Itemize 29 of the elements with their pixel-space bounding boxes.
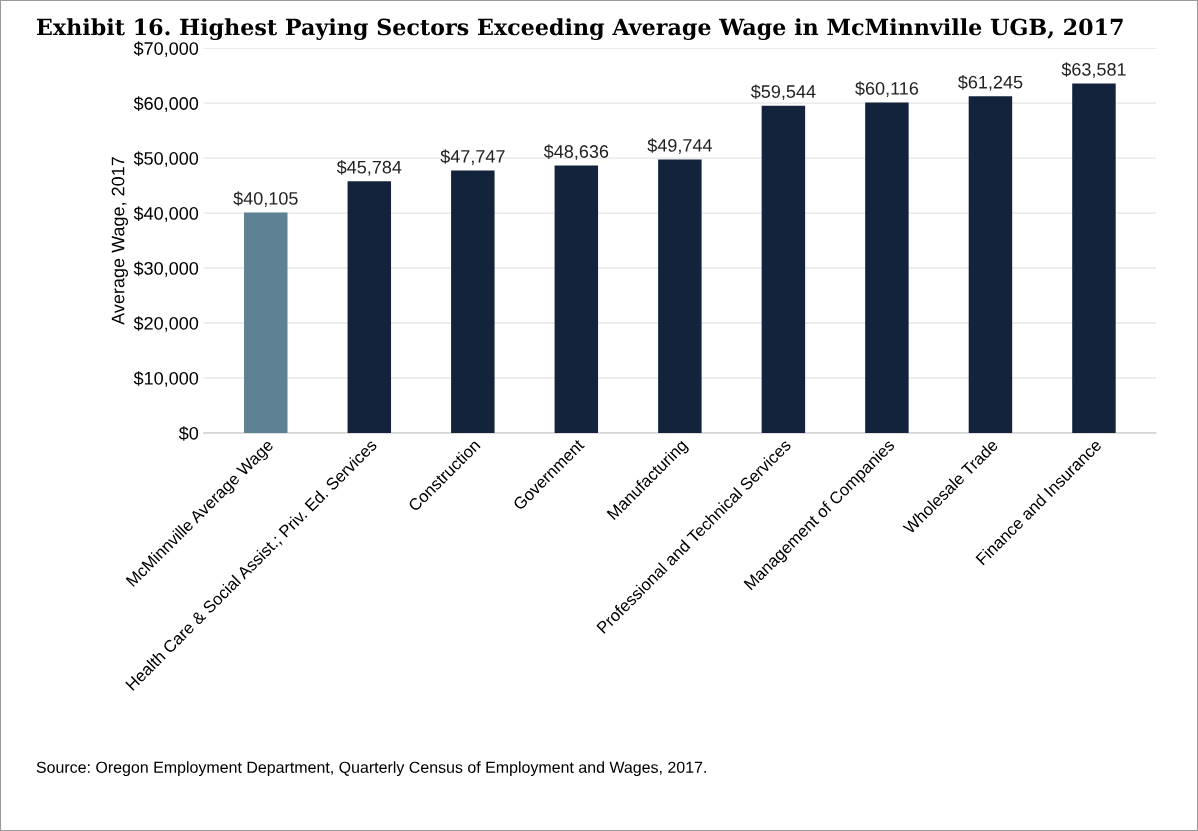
data-label: $40,105 [233,191,298,207]
y-tick-label: $50,000 [133,151,199,167]
chart-title: Exhibit 16. Highest Paying Sectors Exceeding Average Wage in McMinnville UGB, 2017 [36,18,1123,40]
y-tick-label: $30,000 [133,261,199,277]
y-tick-label: $0 [178,426,199,441]
bar [865,102,909,433]
data-label: $60,116 [855,81,919,97]
bar [968,96,1013,433]
bar [1072,83,1116,433]
bar [761,105,806,433]
source-note: Source: Oregon Employment Department, Quarterly Census of Employment and Wages, 2017. [36,761,706,777]
bar [554,165,599,433]
data-label: $63,581 [1061,62,1126,78]
bar [451,170,495,433]
y-axis-title: Average Wage, 2017 [111,157,128,325]
y-tick-label: $10,000 [133,371,199,387]
y-tick-label: $40,000 [133,206,199,222]
data-label: $47,747 [440,149,505,165]
y-tick-label: $20,000 [133,316,199,332]
data-label: $49,744 [647,138,712,154]
data-label: $61,245 [958,75,1023,91]
bar [658,159,702,433]
y-tick-label: $60,000 [133,96,199,113]
bar [347,181,392,433]
data-label: $48,636 [543,144,609,161]
bar [244,212,288,433]
y-tick-label: $70,000 [133,41,199,58]
data-label: $59,544 [750,84,816,101]
data-label: $45,784 [336,160,402,176]
